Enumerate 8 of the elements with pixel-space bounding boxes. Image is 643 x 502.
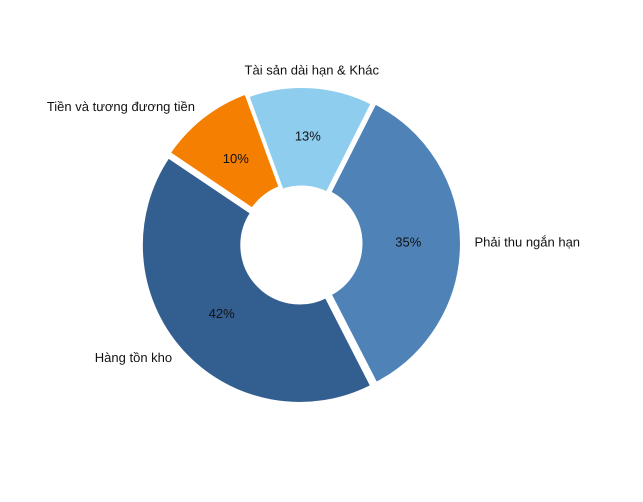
- data-label: 10%: [222, 150, 250, 166]
- slice-label: Tài sản dài hạn & Khác: [244, 62, 380, 78]
- data-label: 35%: [395, 234, 422, 250]
- data-label: 13%: [294, 128, 322, 144]
- data-label: 42%: [208, 306, 236, 321]
- slice-label: Tiền và tương đương tiền: [46, 98, 195, 114]
- slice-label: Hàng tồn kho: [94, 350, 172, 365]
- slice-label: Phải thu ngắn hạn: [474, 234, 580, 250]
